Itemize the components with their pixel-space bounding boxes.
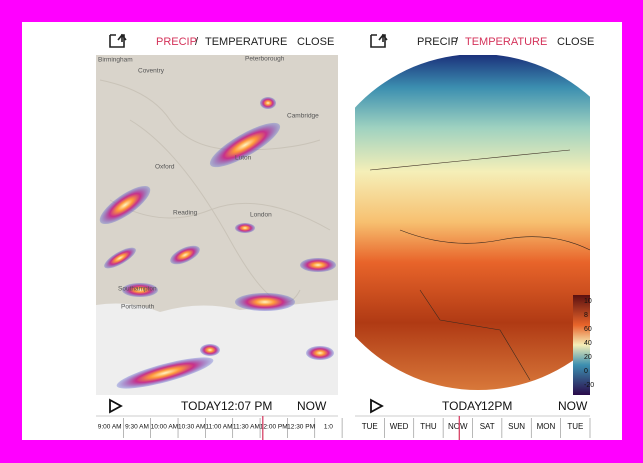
timeline-label[interactable]: WED	[390, 422, 409, 431]
scale-labels: 10 8 60 40 20 0 -20	[584, 298, 594, 389]
timeline-label[interactable]: 10:30 AM	[178, 424, 205, 431]
close-button[interactable]: CLOSE	[297, 36, 334, 48]
timeline-label[interactable]: 11:00 AM	[206, 424, 233, 431]
map-label: Oxford	[155, 164, 175, 171]
temperature-screen: PRECIP / TEMPERATURE CLOSE 10 8 60 40 20 0 -20…	[355, 33, 594, 440]
scale-label: 0	[584, 368, 588, 375]
map-label: Southampton	[118, 286, 157, 293]
today-label: TODAY	[181, 399, 221, 413]
play-button[interactable]	[370, 398, 384, 414]
scale-label: -20	[584, 382, 594, 389]
now-button[interactable]: NOW	[297, 399, 327, 413]
map-label: Cambridge	[287, 113, 319, 120]
separator: /	[195, 36, 199, 48]
timeline-label[interactable]: 1:0	[324, 424, 333, 431]
map-label: Birmingham	[98, 57, 133, 64]
timeline: 9:00 AM 9:30 AM 10:00 AM 10:30 AM 11:00 AM 11…	[96, 415, 343, 440]
map-label: Coventry	[138, 68, 165, 75]
time-label: 12:07 PM	[221, 399, 272, 413]
play-button[interactable]	[109, 398, 123, 414]
scale-label: 10	[584, 298, 592, 305]
scale-label: 20	[584, 354, 592, 361]
scale-label: 60	[584, 326, 592, 333]
timeline-label[interactable]: MON	[537, 422, 556, 431]
timeline-label[interactable]: TUE	[567, 422, 583, 431]
timeline-label[interactable]: 12:30 PM	[287, 424, 315, 431]
timeline-label[interactable]: 11:30 AM	[233, 424, 260, 431]
time-label: 12PM	[481, 399, 512, 413]
map-label: Luton	[235, 155, 252, 162]
timeline-label[interactable]: 9:30 AM	[125, 424, 149, 431]
temperature-tab[interactable]: TEMPERATURE	[205, 36, 287, 48]
scale-label: 8	[584, 312, 588, 319]
color-scale	[573, 295, 590, 395]
separator: /	[455, 36, 459, 48]
temperature-tab[interactable]: TEMPERATURE	[465, 36, 547, 48]
timeline-label[interactable]: 9:00 AM	[98, 424, 122, 431]
timeline-label[interactable]: NOW	[448, 422, 468, 431]
share-icon[interactable]	[109, 33, 127, 48]
map-label: Reading	[173, 210, 198, 217]
precip-tab[interactable]: PRECIP	[417, 36, 458, 48]
timeline: TUE WED THU NOW SAT SUN MON TUE	[355, 415, 591, 440]
now-button[interactable]: NOW	[558, 399, 588, 413]
timeline-label[interactable]: 12:00 PM	[260, 424, 288, 431]
precip-tab[interactable]: PRECIP	[156, 36, 197, 48]
timeline-label[interactable]: TUE	[362, 422, 378, 431]
timeline-label[interactable]: SUN	[508, 422, 525, 431]
timeline-label[interactable]: SAT	[480, 422, 495, 431]
precip-screen: PRECIP / TEMPERATURE CLOSE Birmingham Co…	[96, 33, 343, 440]
today-label: TODAY	[442, 399, 482, 413]
scale-label: 40	[584, 340, 592, 347]
borders	[369, 149, 590, 381]
timeline-label[interactable]: THU	[420, 422, 437, 431]
map-label: Portsmouth	[121, 304, 155, 311]
map-label: London	[250, 212, 272, 219]
timeline-label[interactable]: 10:00 AM	[151, 424, 178, 431]
globe	[355, 55, 590, 390]
precip-cells	[99, 97, 336, 389]
share-icon[interactable]	[370, 33, 388, 48]
close-button[interactable]: CLOSE	[557, 36, 594, 48]
map-label: Peterborough	[245, 56, 285, 63]
